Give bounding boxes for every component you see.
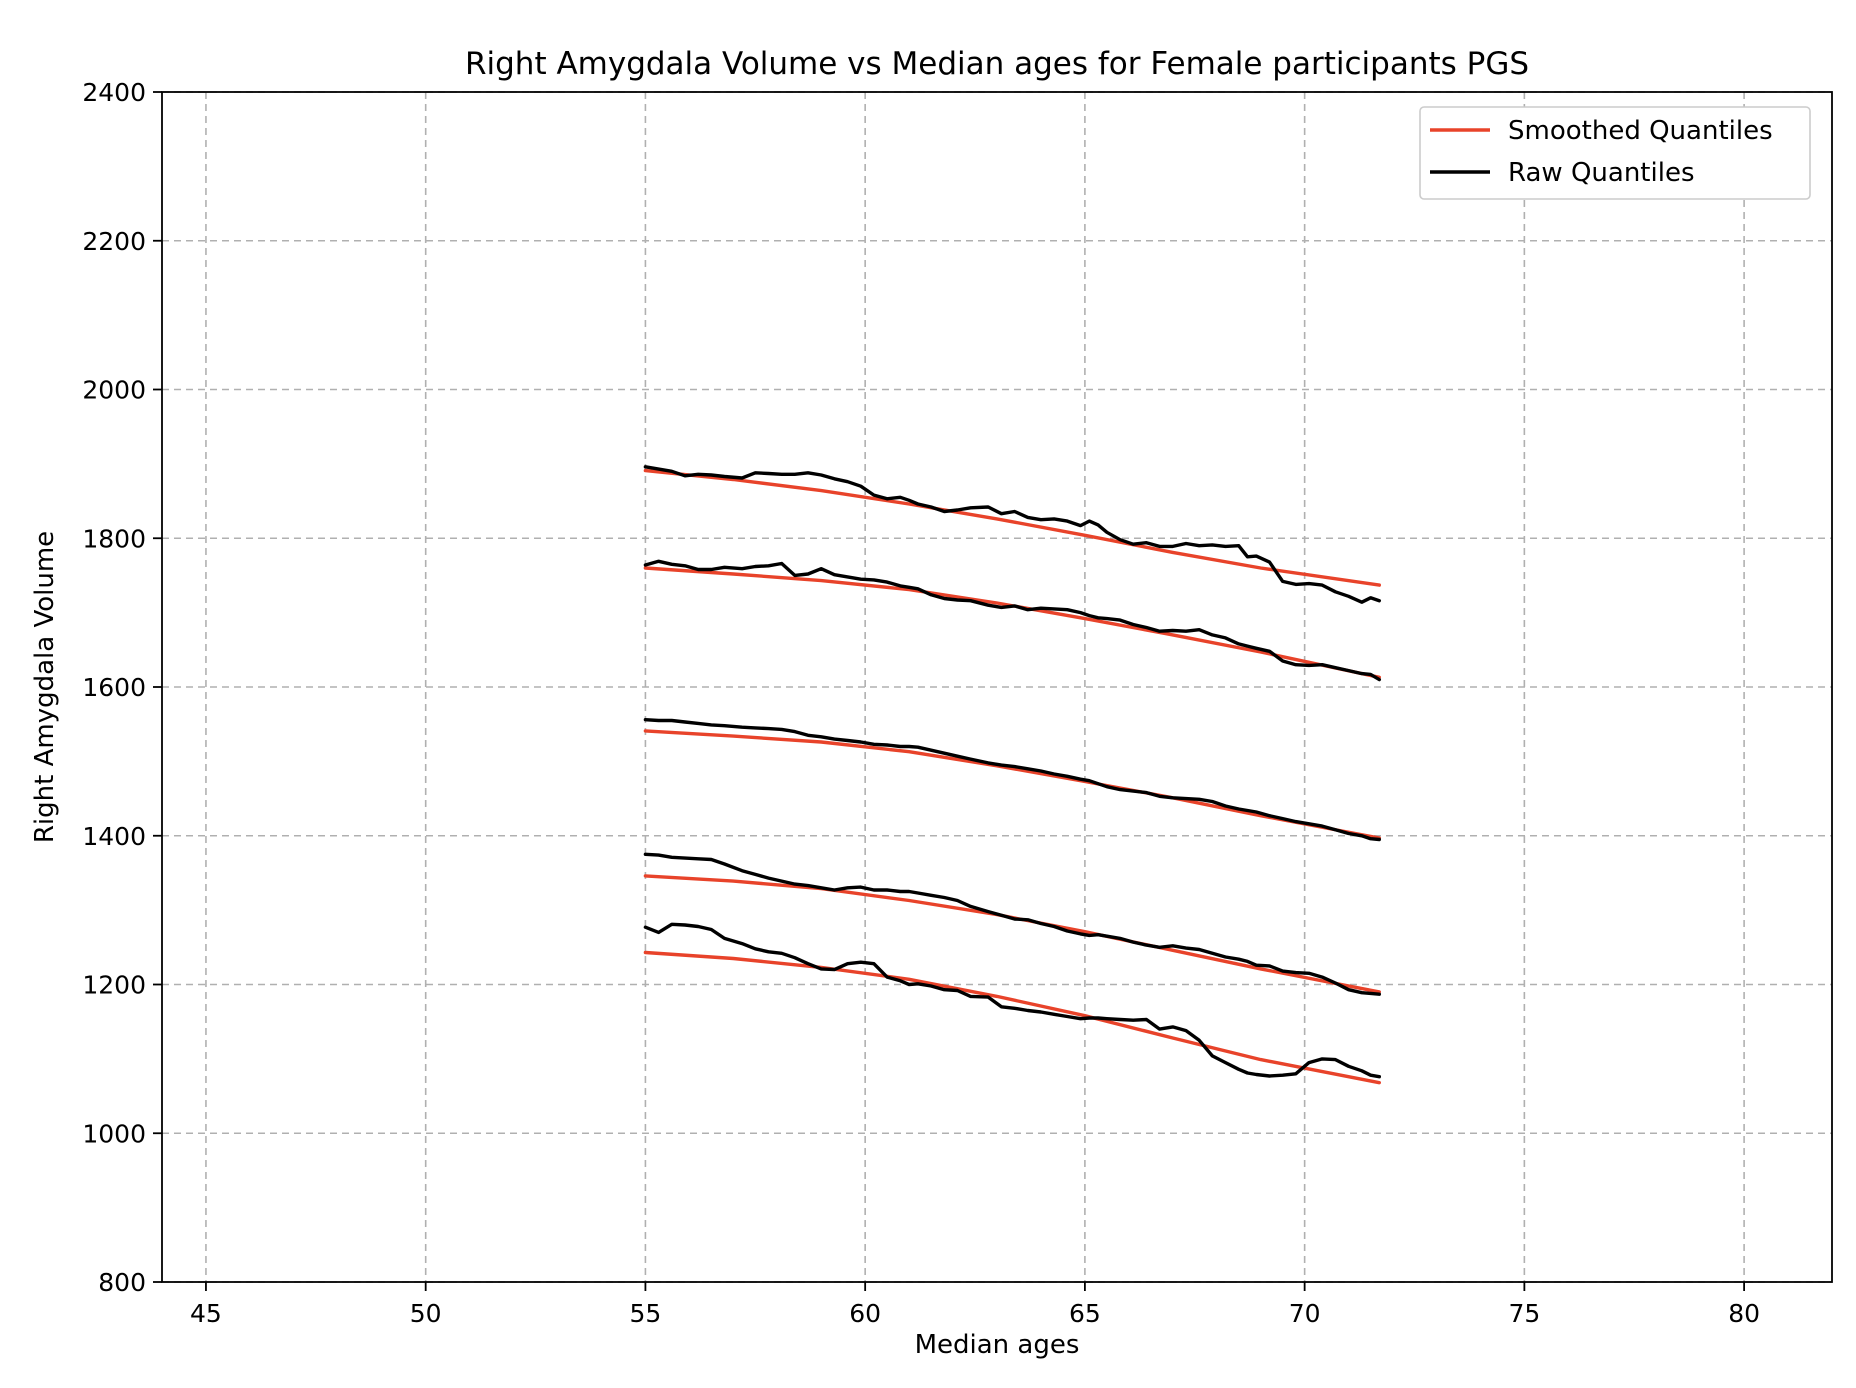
- x-axis-label: Median ages: [915, 1330, 1080, 1360]
- y-tick-label: 2200: [82, 227, 146, 256]
- legend-box: [1419, 106, 1811, 200]
- x-tick-label: 45: [190, 1299, 222, 1328]
- legend-label-smoothed: Smoothed Quantiles: [1508, 116, 1773, 146]
- chart-title: Right Amygdala Volume vs Median ages for…: [465, 46, 1529, 82]
- legend: Smoothed Quantiles Raw Quantiles: [1419, 106, 1811, 200]
- y-axis-label: Right Amygdala Volume: [30, 531, 60, 843]
- y-tick-label: 2400: [82, 78, 146, 107]
- x-tick-label: 70: [1289, 1299, 1321, 1328]
- raw-quantile-line: [643, 852, 1381, 996]
- x-tick-label: 65: [1069, 1299, 1101, 1328]
- smoothed-quantile-line: [643, 950, 1381, 1085]
- series: [643, 465, 1381, 1085]
- x-tick-label: 55: [630, 1299, 662, 1328]
- y-tick-label: 1600: [82, 673, 146, 702]
- grid: [162, 91, 1832, 1283]
- x-tick-label: 50: [410, 1299, 442, 1328]
- smoothed-quantile-line: [643, 729, 1381, 840]
- raw-quantile-line: [643, 465, 1381, 604]
- y-tick-label: 1400: [82, 822, 146, 851]
- smoothed-quantile-line: [643, 874, 1381, 994]
- smoothed-quantile-line: [643, 566, 1381, 679]
- y-tick-label: 800: [98, 1268, 146, 1297]
- legend-label-raw: Raw Quantiles: [1508, 158, 1695, 188]
- raw-quantile-line: [643, 922, 1381, 1079]
- x-tick-label: 80: [1728, 1299, 1760, 1328]
- y-tick-label: 1000: [82, 1119, 146, 1148]
- axis-ticks: 45 50 55 60 65 70 75 80 800 1000 1200 1400 1600 1800 2…: [82, 78, 1760, 1328]
- x-tick-label: 60: [849, 1299, 881, 1328]
- raw-quantile-line: [643, 559, 1381, 682]
- y-tick-label: 1800: [82, 524, 146, 553]
- y-tick-label: 2000: [82, 376, 146, 405]
- raw-quantile-line: [643, 718, 1381, 842]
- x-tick-label: 75: [1508, 1299, 1540, 1328]
- smoothed-quantile-line: [643, 468, 1381, 587]
- y-tick-label: 1200: [82, 971, 146, 1000]
